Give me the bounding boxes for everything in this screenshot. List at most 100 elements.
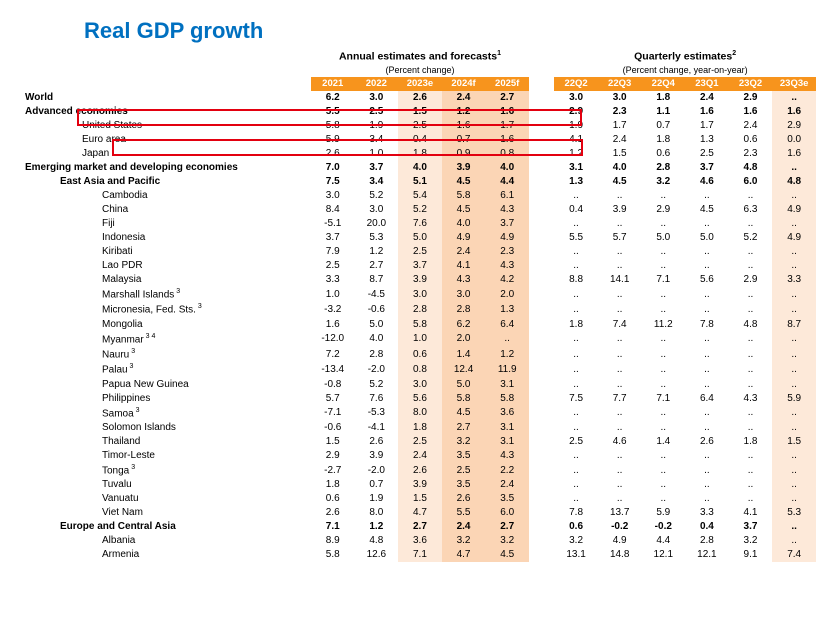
cell: .. — [641, 420, 685, 434]
cell: 7.1 — [641, 391, 685, 405]
cell: 3.7 — [485, 217, 529, 231]
row-label: Emerging market and developing economies — [24, 161, 311, 175]
table-row: Vanuatu0.61.91.52.63.5............ — [24, 492, 816, 506]
cell: 1.7 — [685, 119, 729, 133]
cell: 4.9 — [485, 231, 529, 245]
cell: -4.1 — [355, 420, 399, 434]
table-row: Myanmar 3 4-12.04.01.02.0.............. — [24, 331, 816, 346]
cell: 4.5 — [442, 405, 486, 420]
cell: 9.1 — [729, 548, 773, 562]
cell: 0.8 — [485, 147, 529, 161]
cell: .. — [772, 217, 816, 231]
cell: 1.8 — [641, 133, 685, 147]
cell: 4.5 — [442, 175, 486, 189]
cell: 1.6 — [485, 133, 529, 147]
cell: .. — [598, 189, 642, 203]
cell: 7.4 — [772, 548, 816, 562]
cell: 1.9 — [554, 119, 598, 133]
table-row: Malaysia3.38.73.94.34.28.814.17.15.62.93… — [24, 273, 816, 287]
cell: 2.8 — [355, 346, 399, 361]
row-label: Timor-Leste — [24, 448, 311, 462]
row-label: Vanuatu — [24, 492, 311, 506]
cell: 2.6 — [398, 91, 442, 105]
cell: 7.2 — [311, 346, 355, 361]
cell: .. — [598, 478, 642, 492]
cell: .. — [685, 259, 729, 273]
cell: .. — [729, 462, 773, 477]
table-row: Europe and Central Asia7.11.22.72.42.70.… — [24, 520, 816, 534]
cell: 2.5 — [554, 434, 598, 448]
cell: -2.0 — [355, 462, 399, 477]
cell: -7.1 — [311, 405, 355, 420]
cell: 4.8 — [355, 534, 399, 548]
cell: .. — [598, 420, 642, 434]
cell: 3.5 — [442, 478, 486, 492]
col-2021: 2021 — [311, 77, 355, 91]
cell: .. — [729, 217, 773, 231]
cell: -0.6 — [355, 302, 399, 317]
table-row: Viet Nam2.68.04.75.56.07.813.75.93.34.15… — [24, 506, 816, 520]
cell: 3.1 — [485, 434, 529, 448]
cell: 5.8 — [442, 189, 486, 203]
cell: .. — [598, 492, 642, 506]
cell: 4.1 — [442, 259, 486, 273]
row-label: China — [24, 203, 311, 217]
cell: 5.8 — [442, 391, 486, 405]
cell: .. — [772, 287, 816, 302]
cell: 5.8 — [311, 548, 355, 562]
cell: 7.9 — [311, 245, 355, 259]
cell: 0.7 — [641, 119, 685, 133]
cell: .. — [598, 462, 642, 477]
cell: 0.9 — [442, 147, 486, 161]
cell: 2.6 — [311, 506, 355, 520]
cell: .. — [729, 346, 773, 361]
cell: 4.3 — [729, 391, 773, 405]
cell: .. — [772, 377, 816, 391]
cell: 2.3 — [729, 147, 773, 161]
row-label: Armenia — [24, 548, 311, 562]
cell: 2.7 — [485, 91, 529, 105]
cell: .. — [554, 462, 598, 477]
cell: .. — [554, 405, 598, 420]
cell: 5.8 — [398, 317, 442, 331]
cell: .. — [729, 189, 773, 203]
cell: -5.1 — [311, 217, 355, 231]
cell: .. — [641, 448, 685, 462]
cell: .. — [729, 245, 773, 259]
cell: 14.8 — [598, 548, 642, 562]
cell: 1.5 — [398, 492, 442, 506]
row-label: Tuvalu — [24, 478, 311, 492]
cell: .. — [554, 448, 598, 462]
cell: 1.8 — [398, 420, 442, 434]
cell: 5.8 — [311, 119, 355, 133]
cell: 1.5 — [311, 434, 355, 448]
cell: 5.2 — [355, 189, 399, 203]
annual-header: Annual estimates and forecasts1 — [311, 48, 529, 64]
row-label: East Asia and Pacific — [24, 175, 311, 189]
cell: 2.4 — [685, 91, 729, 105]
cell: 1.8 — [398, 147, 442, 161]
cell: .. — [641, 189, 685, 203]
cell: .. — [598, 448, 642, 462]
cell: .. — [729, 259, 773, 273]
cell: .. — [772, 91, 816, 105]
cell: .. — [554, 478, 598, 492]
cell: .. — [554, 287, 598, 302]
cell: .. — [772, 161, 816, 175]
table-row: Tuvalu1.80.73.93.52.4............ — [24, 478, 816, 492]
table-row: Timor-Leste2.93.92.43.54.3............ — [24, 448, 816, 462]
cell: 4.0 — [442, 217, 486, 231]
col-23Q3e: 23Q3e — [772, 77, 816, 91]
cell: 5.3 — [772, 506, 816, 520]
row-label: Malaysia — [24, 273, 311, 287]
cell: 2.8 — [685, 534, 729, 548]
table-row: World6.23.02.62.42.73.03.01.82.42.9.. — [24, 91, 816, 105]
cell: 2.4 — [442, 245, 486, 259]
cell: .. — [598, 331, 642, 346]
cell: 3.5 — [485, 492, 529, 506]
cell: 4.8 — [772, 175, 816, 189]
table-row: Philippines5.77.65.65.85.87.57.77.16.44.… — [24, 391, 816, 405]
cell: 1.2 — [554, 147, 598, 161]
cell: 3.0 — [398, 377, 442, 391]
cell: 3.0 — [355, 91, 399, 105]
